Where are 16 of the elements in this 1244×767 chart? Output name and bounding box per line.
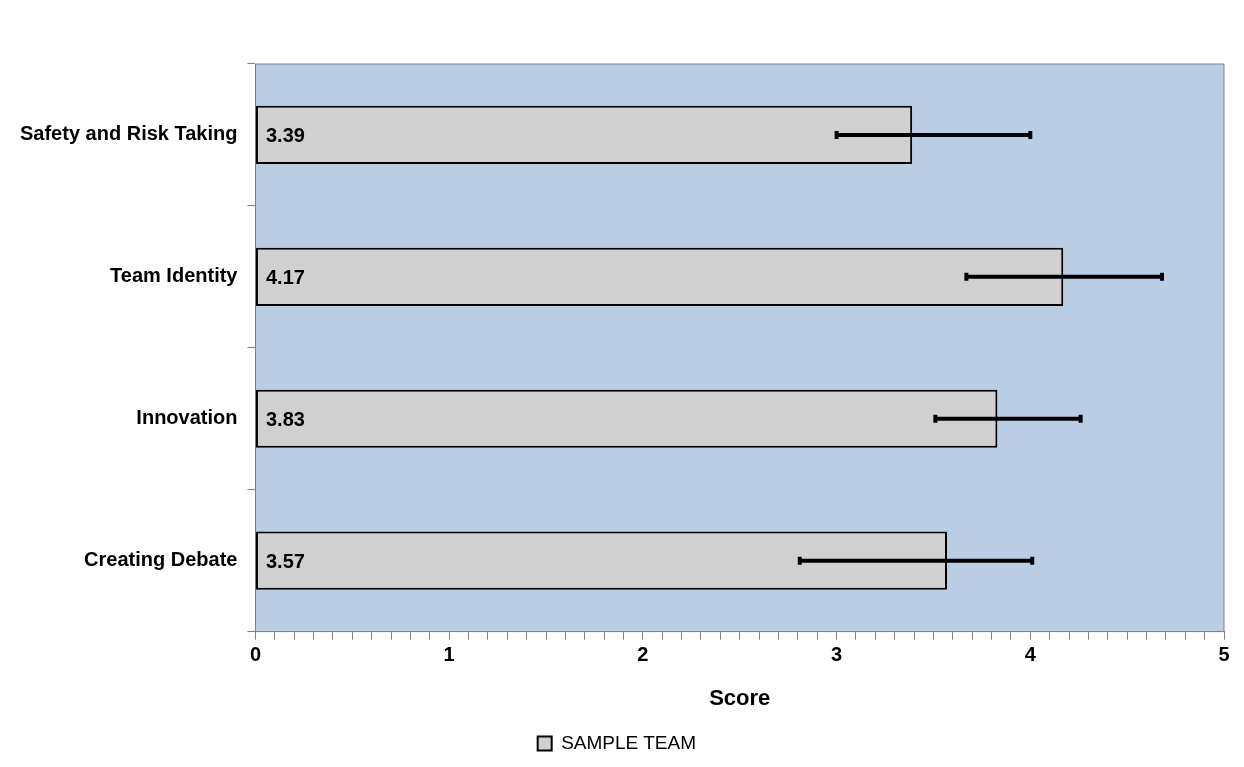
data-label: 3.39: [265, 124, 305, 147]
y-tick-label: Team Identity: [110, 264, 239, 287]
x-tick-label: 2: [637, 643, 649, 666]
x-tick-label: 0: [249, 643, 262, 666]
y-tick-label: Innovation: [136, 406, 238, 429]
data-label: 3.57: [265, 550, 305, 573]
y-tick-label: Safety and Risk Taking: [19, 122, 238, 145]
x-tick-label: 4: [1024, 643, 1037, 666]
y-tick-label: Creating Debate: [84, 548, 238, 571]
legend-label: SAMPLE TEAM: [561, 731, 696, 753]
x-axis-title: Score: [709, 684, 771, 710]
x-tick-label: 1: [443, 643, 455, 666]
data-label: 3.83: [265, 408, 305, 431]
data-label: 4.17: [265, 266, 305, 289]
x-tick-label: 3: [831, 643, 843, 666]
x-tick-label: 5: [1218, 643, 1230, 666]
